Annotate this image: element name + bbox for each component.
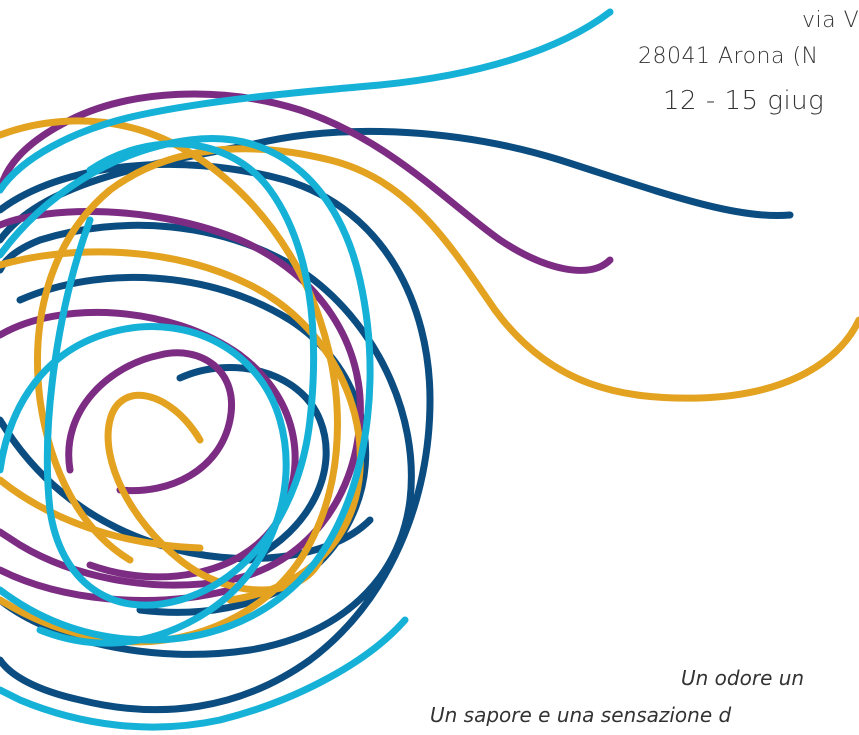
cyan-swirl xyxy=(0,8,614,731)
gold-swirl xyxy=(0,117,859,646)
address-line-city: 28041 Arona (N xyxy=(638,44,819,69)
tagline-line-2: Un sapore e una sensazione d xyxy=(430,703,732,727)
tagline-line-1: Un odore un xyxy=(681,666,805,690)
event-dates: 12 - 15 giug xyxy=(663,86,825,116)
address-line-street: via V xyxy=(802,8,859,33)
navy-swirl xyxy=(0,127,794,714)
purple-swirl xyxy=(0,90,614,604)
